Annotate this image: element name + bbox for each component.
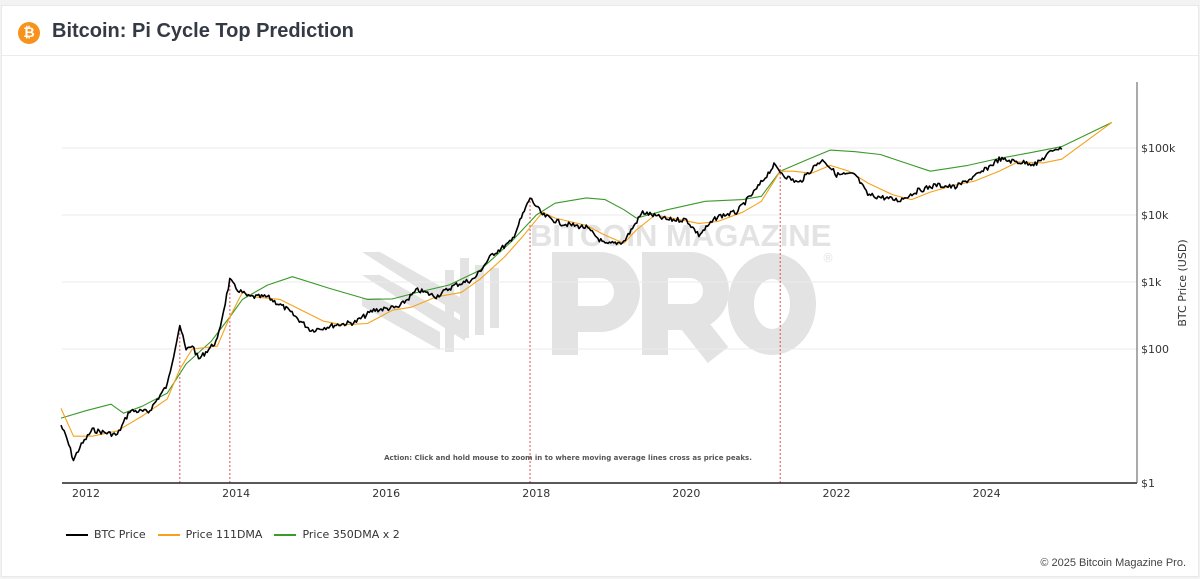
legend-swatch: [274, 533, 297, 536]
x-tick-label: 2012: [72, 487, 100, 500]
y-tick-label: $1k: [1141, 276, 1162, 289]
series-line-btc-price: [60, 146, 1063, 462]
legend-label: Price 350DMA x 2: [302, 528, 400, 541]
legend: BTC Price Price 111DMA Price 350DMA x 2: [66, 528, 404, 541]
y-axis-label: BTC Price (USD): [1176, 239, 1189, 326]
y-tick-label: $10k: [1141, 209, 1169, 222]
chart-annotation: Action: Click and hold mouse to zoom in …: [384, 454, 752, 462]
legend-swatch: [157, 533, 180, 536]
chart-card: ₿ Bitcoin: Pi Cycle Top Prediction: [1, 5, 1199, 577]
legend-label: Price 111DMA: [185, 528, 263, 541]
legend-item-btc-price[interactable]: BTC Price: [66, 528, 146, 541]
x-tick-label: 2024: [973, 487, 1001, 500]
series-line-price-111dma: [60, 122, 1113, 437]
watermark-pro-lettering-icon: [552, 252, 816, 364]
copyright: © 2025 Bitcoin Magazine Pro.: [1040, 557, 1186, 569]
legend-item-111dma[interactable]: Price 111DMA: [157, 528, 263, 541]
y-tick-label: $1: [1141, 477, 1155, 490]
watermark-registered: ®: [822, 251, 834, 265]
x-tick-label: 2014: [222, 487, 250, 500]
watermark-logo-icon: [362, 252, 499, 352]
x-tick-label: 2020: [672, 487, 700, 500]
x-tick-label: 2022: [823, 487, 851, 500]
y-tick-label: $100k: [1141, 142, 1176, 155]
legend-item-350dma[interactable]: Price 350DMA x 2: [274, 528, 400, 541]
x-tick-label: 2016: [372, 487, 400, 500]
bitcoin-icon: ₿: [18, 22, 40, 44]
y-tick-label: $100: [1141, 343, 1169, 356]
legend-label: BTC Price: [94, 528, 146, 541]
legend-swatch: [66, 533, 88, 536]
header: ₿ Bitcoin: Pi Cycle Top Prediction: [2, 6, 1198, 56]
page-title: Bitcoin: Pi Cycle Top Prediction: [52, 20, 354, 42]
x-tick-label: 2018: [522, 487, 550, 500]
series-line-price-350dma-x-2: [60, 122, 1112, 419]
